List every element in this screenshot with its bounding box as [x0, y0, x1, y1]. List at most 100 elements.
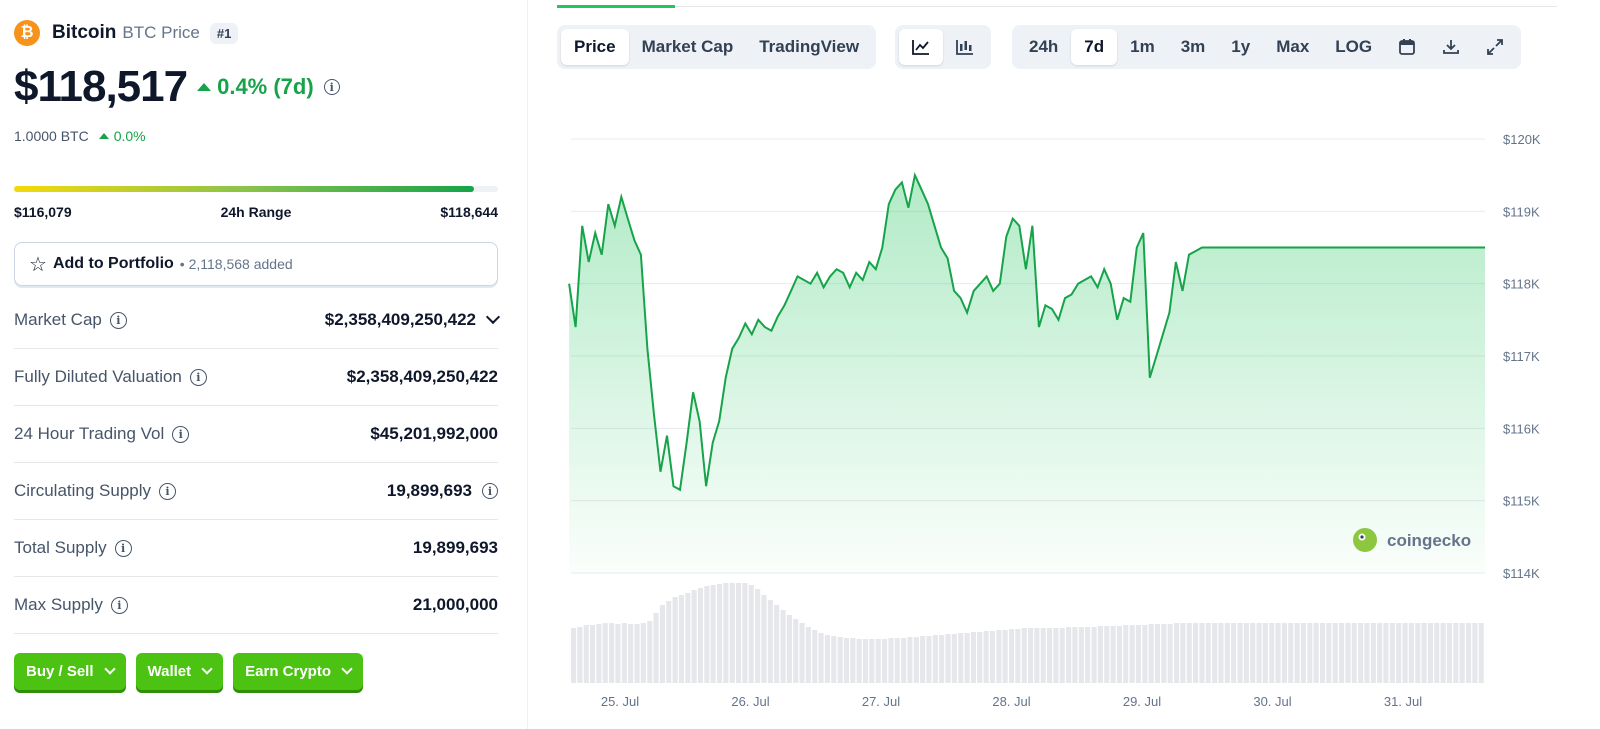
y-tick-label: $119K: [1503, 204, 1540, 219]
volume-bar: [1009, 629, 1015, 683]
volume-bar: [1167, 624, 1173, 683]
info-icon[interactable]: i: [114, 539, 132, 557]
volume-bar: [970, 632, 976, 683]
volume-bar: [1059, 628, 1065, 683]
download-icon[interactable]: [1429, 29, 1473, 65]
portfolio-label: Add to Portfolio: [52, 255, 174, 272]
volume-bar: [831, 636, 837, 683]
price-chart[interactable]: $114K $115K $116K $117K $118K $119K $120K 25. …: [557, 110, 1557, 716]
x-tick-label: 29. Jul: [1123, 694, 1161, 709]
volume-bar: [1446, 623, 1452, 683]
info-icon[interactable]: i: [159, 482, 177, 500]
tab-market-cap[interactable]: Market Cap: [641, 37, 734, 56]
chevron-down-icon: [201, 663, 213, 675]
volume-bar: [1351, 623, 1357, 683]
stat-row-volume: 24 Hour Trading Vol i $45,201,992,000: [14, 406, 498, 463]
volume-bar: [1015, 629, 1021, 683]
volume-bar: [1085, 627, 1091, 683]
stat-value: $2,358,409,250,422: [324, 310, 476, 329]
volume-bar: [1396, 623, 1402, 683]
watermark-text: coingecko: [1387, 531, 1471, 550]
volume-bar: [1250, 623, 1256, 683]
volume-bar: [1415, 623, 1421, 683]
stat-value: 19,899,693: [412, 538, 498, 557]
volume-bar: [1339, 623, 1345, 683]
volume-bar: [996, 630, 1002, 683]
stat-value: $45,201,992,000: [370, 424, 498, 443]
volume-bar: [685, 593, 691, 683]
volume-bar: [1243, 623, 1249, 683]
panel-divider: [527, 0, 528, 729]
x-tick-label: 28. Jul: [992, 694, 1030, 709]
range-bar-fill: [14, 186, 474, 192]
volume-bar: [590, 625, 596, 683]
volume-bar: [571, 628, 577, 683]
volume-bar: [1161, 624, 1167, 683]
buy-sell-label: Buy / Sell: [26, 663, 94, 680]
info-icon[interactable]: i: [110, 596, 128, 614]
view-selector: Price Market Cap TradingView: [557, 25, 877, 69]
volume-bar: [1262, 623, 1268, 683]
volume-bar: [812, 630, 818, 683]
x-tick-label: 30. Jul: [1253, 694, 1291, 709]
stat-value: 19,899,693: [386, 481, 472, 500]
volume-bar: [958, 633, 964, 683]
volume-bar: [767, 600, 773, 683]
portfolio-count: • 2,118,568 added: [179, 256, 293, 272]
volume-bar: [793, 619, 799, 683]
range-7d[interactable]: 7d: [1071, 29, 1118, 65]
volume-bar: [1148, 624, 1154, 683]
tab-price[interactable]: Price: [561, 29, 629, 65]
chevron-down-icon: [103, 663, 116, 675]
volume-bar: [1066, 627, 1072, 683]
volume-bar: [920, 636, 926, 683]
y-tick-label: $120K: [1503, 132, 1541, 147]
buy-sell-button[interactable]: Buy / Sell: [14, 653, 126, 690]
range-selector: 24h 7d 1m 3m 1y Max LOG: [1012, 25, 1522, 69]
price-change: 0.4% (7d): [197, 74, 314, 100]
volume-bar: [1135, 625, 1141, 683]
x-tick-label: 27. Jul: [862, 694, 900, 709]
range-max[interactable]: Max: [1276, 37, 1310, 56]
candlestick-icon[interactable]: [943, 29, 987, 65]
volume-bar: [1281, 623, 1287, 683]
y-tick-label: $117K: [1503, 349, 1540, 364]
volume-bar: [882, 639, 888, 683]
info-icon[interactable]: i: [189, 368, 207, 386]
info-icon[interactable]: i: [482, 483, 498, 499]
info-icon[interactable]: i: [323, 79, 340, 95]
volume-bar: [1288, 623, 1294, 683]
earn-crypto-button[interactable]: Earn Crypto: [233, 653, 364, 690]
volume-bar: [774, 605, 780, 683]
stat-row-circulating-supply: Circulating Supply i 19,899,693 i: [14, 463, 498, 520]
chevron-down-icon: [341, 663, 353, 675]
info-icon[interactable]: i: [172, 425, 190, 443]
range-high: $118,644: [440, 204, 498, 220]
volume-bar: [1034, 628, 1040, 683]
volume-bar: [1047, 628, 1053, 683]
volume-bar: [1440, 623, 1446, 683]
line-chart-icon[interactable]: [899, 29, 943, 65]
range-log[interactable]: LOG: [1335, 37, 1373, 56]
wallet-button[interactable]: Wallet: [135, 653, 224, 690]
volume-bar: [723, 583, 729, 683]
fullscreen-icon[interactable]: [1473, 29, 1517, 65]
volume-bar: [596, 624, 602, 683]
range-1y[interactable]: 1y: [1231, 37, 1251, 56]
range-3m[interactable]: 3m: [1180, 37, 1206, 56]
up-arrow-icon: [197, 83, 212, 91]
add-to-portfolio-button[interactable]: ☆ Add to Portfolio • 2,118,568 added: [14, 242, 498, 286]
volume-bar: [717, 584, 723, 683]
chevron-down-icon[interactable]: [485, 309, 501, 325]
calendar-icon[interactable]: [1385, 29, 1429, 65]
range-1m[interactable]: 1m: [1130, 37, 1155, 56]
volume-bar: [1021, 628, 1027, 683]
volume-bar: [615, 624, 621, 683]
volume-bar: [697, 588, 703, 683]
volume-bar: [634, 624, 640, 683]
volume-bar: [1459, 623, 1465, 683]
info-icon[interactable]: i: [109, 311, 127, 329]
volume-bar: [583, 625, 589, 683]
tab-tradingview[interactable]: TradingView: [759, 37, 860, 56]
range-24h[interactable]: 24h: [1029, 37, 1059, 56]
